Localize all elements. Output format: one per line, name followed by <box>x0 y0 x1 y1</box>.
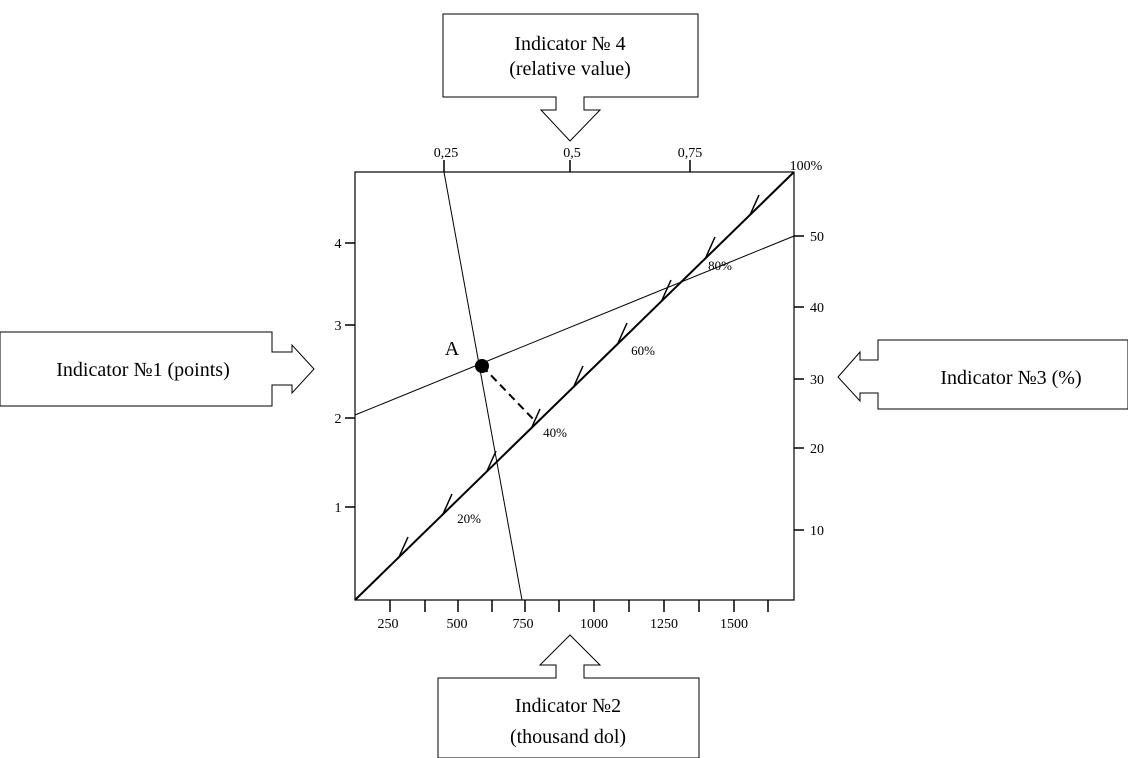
indicator-3-box: Indicator №3 (%) <box>837 339 1128 410</box>
top-axis: 0,25 0,5 0,75 100% <box>434 146 823 174</box>
indicator-4-box-shape <box>442 13 699 142</box>
right-axis: 10 20 30 40 50 <box>794 230 824 539</box>
diagonal-label-20: 20% <box>457 511 481 526</box>
nomogram-frame <box>354 171 795 601</box>
indicator-3-title: Indicator №3 (%) <box>940 367 1081 389</box>
right-tick-label-50: 50 <box>810 230 824 245</box>
top-tick-label-0-75: 0,75 <box>678 146 703 161</box>
top-tick-label-100: 100% <box>790 159 823 174</box>
left-tick-label-3: 3 <box>335 319 342 334</box>
diagonal-tick-1 <box>398 536 409 558</box>
right-tick-label-30: 30 <box>810 373 824 388</box>
indicator-1-box: Indicator №1 (points) <box>0 331 315 407</box>
projection-dashed-line <box>481 365 535 421</box>
diagonal-tick-9 <box>749 194 760 216</box>
indicator-2-box: Indicator №2 (thousand dol) <box>437 634 700 758</box>
right-tick-label-10: 10 <box>810 524 824 539</box>
point-a-marker <box>475 359 489 373</box>
diagonal-tick-5 <box>573 365 584 387</box>
diagonal-tick-7 <box>661 279 672 301</box>
line-indicator4-to-indicator2 <box>443 171 523 601</box>
left-tick-label-4: 4 <box>335 237 342 252</box>
diagonal-tick-8 <box>705 236 716 258</box>
diagonal-tick-6 <box>617 322 628 344</box>
indicator-2-title: Indicator №2 <box>515 695 621 717</box>
indicator-2-box-shape <box>437 634 700 758</box>
diagonal-ticks: 20% 40% 60% 80% <box>398 194 760 558</box>
bottom-tick-label-1000: 1000 <box>580 617 608 632</box>
top-tick-label-0-25: 0,25 <box>434 146 459 161</box>
line-indicator1-to-indicator3 <box>354 235 795 416</box>
diagonal-label-80: 80% <box>708 258 732 273</box>
indicator-1-box-shape <box>0 331 315 407</box>
bottom-axis: 250 500 750 1000 1250 1500 <box>378 600 769 632</box>
left-axis: 1 2 3 4 <box>335 237 355 516</box>
indicator-2-subtitle: (thousand dol) <box>510 726 626 748</box>
right-tick-label-40: 40 <box>810 301 824 316</box>
bottom-tick-label-500: 500 <box>447 617 468 632</box>
indicator-4-subtitle: (relative value) <box>509 58 631 80</box>
diagonal-tick-3 <box>486 450 497 472</box>
diagonal-label-40: 40% <box>543 425 567 440</box>
indicator-1-title: Indicator №1 (points) <box>56 359 230 381</box>
bottom-tick-label-1500: 1500 <box>720 617 748 632</box>
indicator-4-title: Indicator № 4 <box>514 33 625 55</box>
diagonal-tick-2 <box>442 493 453 515</box>
left-tick-label-1: 1 <box>335 501 342 516</box>
bottom-tick-label-250: 250 <box>378 617 399 632</box>
diagonal-label-60: 60% <box>631 343 655 358</box>
point-a-label: A <box>445 338 460 360</box>
bottom-tick-label-750: 750 <box>513 617 534 632</box>
left-tick-label-2: 2 <box>335 412 342 427</box>
top-tick-label-0-5: 0,5 <box>563 146 581 161</box>
bottom-tick-label-1250: 1250 <box>650 617 678 632</box>
right-tick-label-20: 20 <box>810 442 824 457</box>
indicator-3-box-shape <box>837 339 1128 410</box>
diagonal-tick-4 <box>530 408 541 430</box>
indicator-4-box: Indicator № 4 (relative value) <box>442 13 699 142</box>
